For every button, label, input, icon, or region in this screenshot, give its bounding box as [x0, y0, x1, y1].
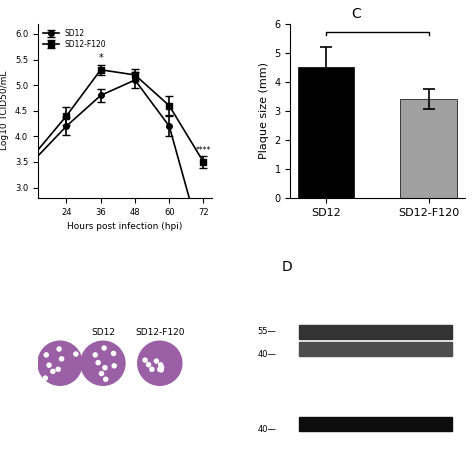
- Circle shape: [60, 357, 64, 361]
- Bar: [299, 342, 452, 356]
- Circle shape: [155, 359, 158, 363]
- Circle shape: [112, 364, 116, 368]
- Circle shape: [38, 341, 82, 385]
- Circle shape: [146, 363, 151, 367]
- Circle shape: [44, 353, 48, 357]
- Circle shape: [102, 346, 106, 350]
- Text: C: C: [351, 7, 361, 21]
- Text: ****: ****: [196, 146, 211, 155]
- Legend: SD12, SD12-F120: SD12, SD12-F120: [42, 27, 108, 50]
- Text: D: D: [282, 260, 292, 273]
- Text: 40—: 40—: [257, 425, 276, 434]
- Text: 40—: 40—: [257, 350, 276, 359]
- Circle shape: [43, 376, 47, 380]
- Circle shape: [96, 361, 100, 365]
- Circle shape: [160, 365, 164, 369]
- Circle shape: [47, 363, 51, 367]
- Circle shape: [57, 347, 61, 351]
- Circle shape: [159, 363, 163, 367]
- Circle shape: [51, 369, 55, 374]
- Circle shape: [74, 352, 78, 356]
- Circle shape: [103, 365, 107, 370]
- Bar: [299, 325, 452, 339]
- Bar: [299, 417, 452, 431]
- Text: *: *: [98, 53, 103, 63]
- Circle shape: [138, 341, 182, 385]
- Y-axis label: Plaque size (mm): Plaque size (mm): [259, 62, 269, 159]
- Circle shape: [159, 368, 163, 372]
- X-axis label: Hours post infection (hpi): Hours post infection (hpi): [67, 222, 182, 231]
- Bar: [298, 67, 355, 198]
- Text: 55—: 55—: [257, 328, 276, 337]
- Circle shape: [158, 367, 162, 372]
- Text: SD12: SD12: [91, 328, 115, 337]
- Circle shape: [104, 377, 108, 381]
- Circle shape: [81, 341, 125, 385]
- Circle shape: [111, 351, 116, 356]
- Text: SD12-F120: SD12-F120: [135, 328, 184, 337]
- Circle shape: [150, 367, 154, 371]
- Y-axis label: Log10 TCID50/mL: Log10 TCID50/mL: [0, 71, 9, 150]
- Circle shape: [100, 372, 103, 375]
- Circle shape: [56, 367, 60, 371]
- Circle shape: [143, 358, 147, 362]
- Bar: [401, 99, 456, 198]
- Circle shape: [93, 353, 97, 357]
